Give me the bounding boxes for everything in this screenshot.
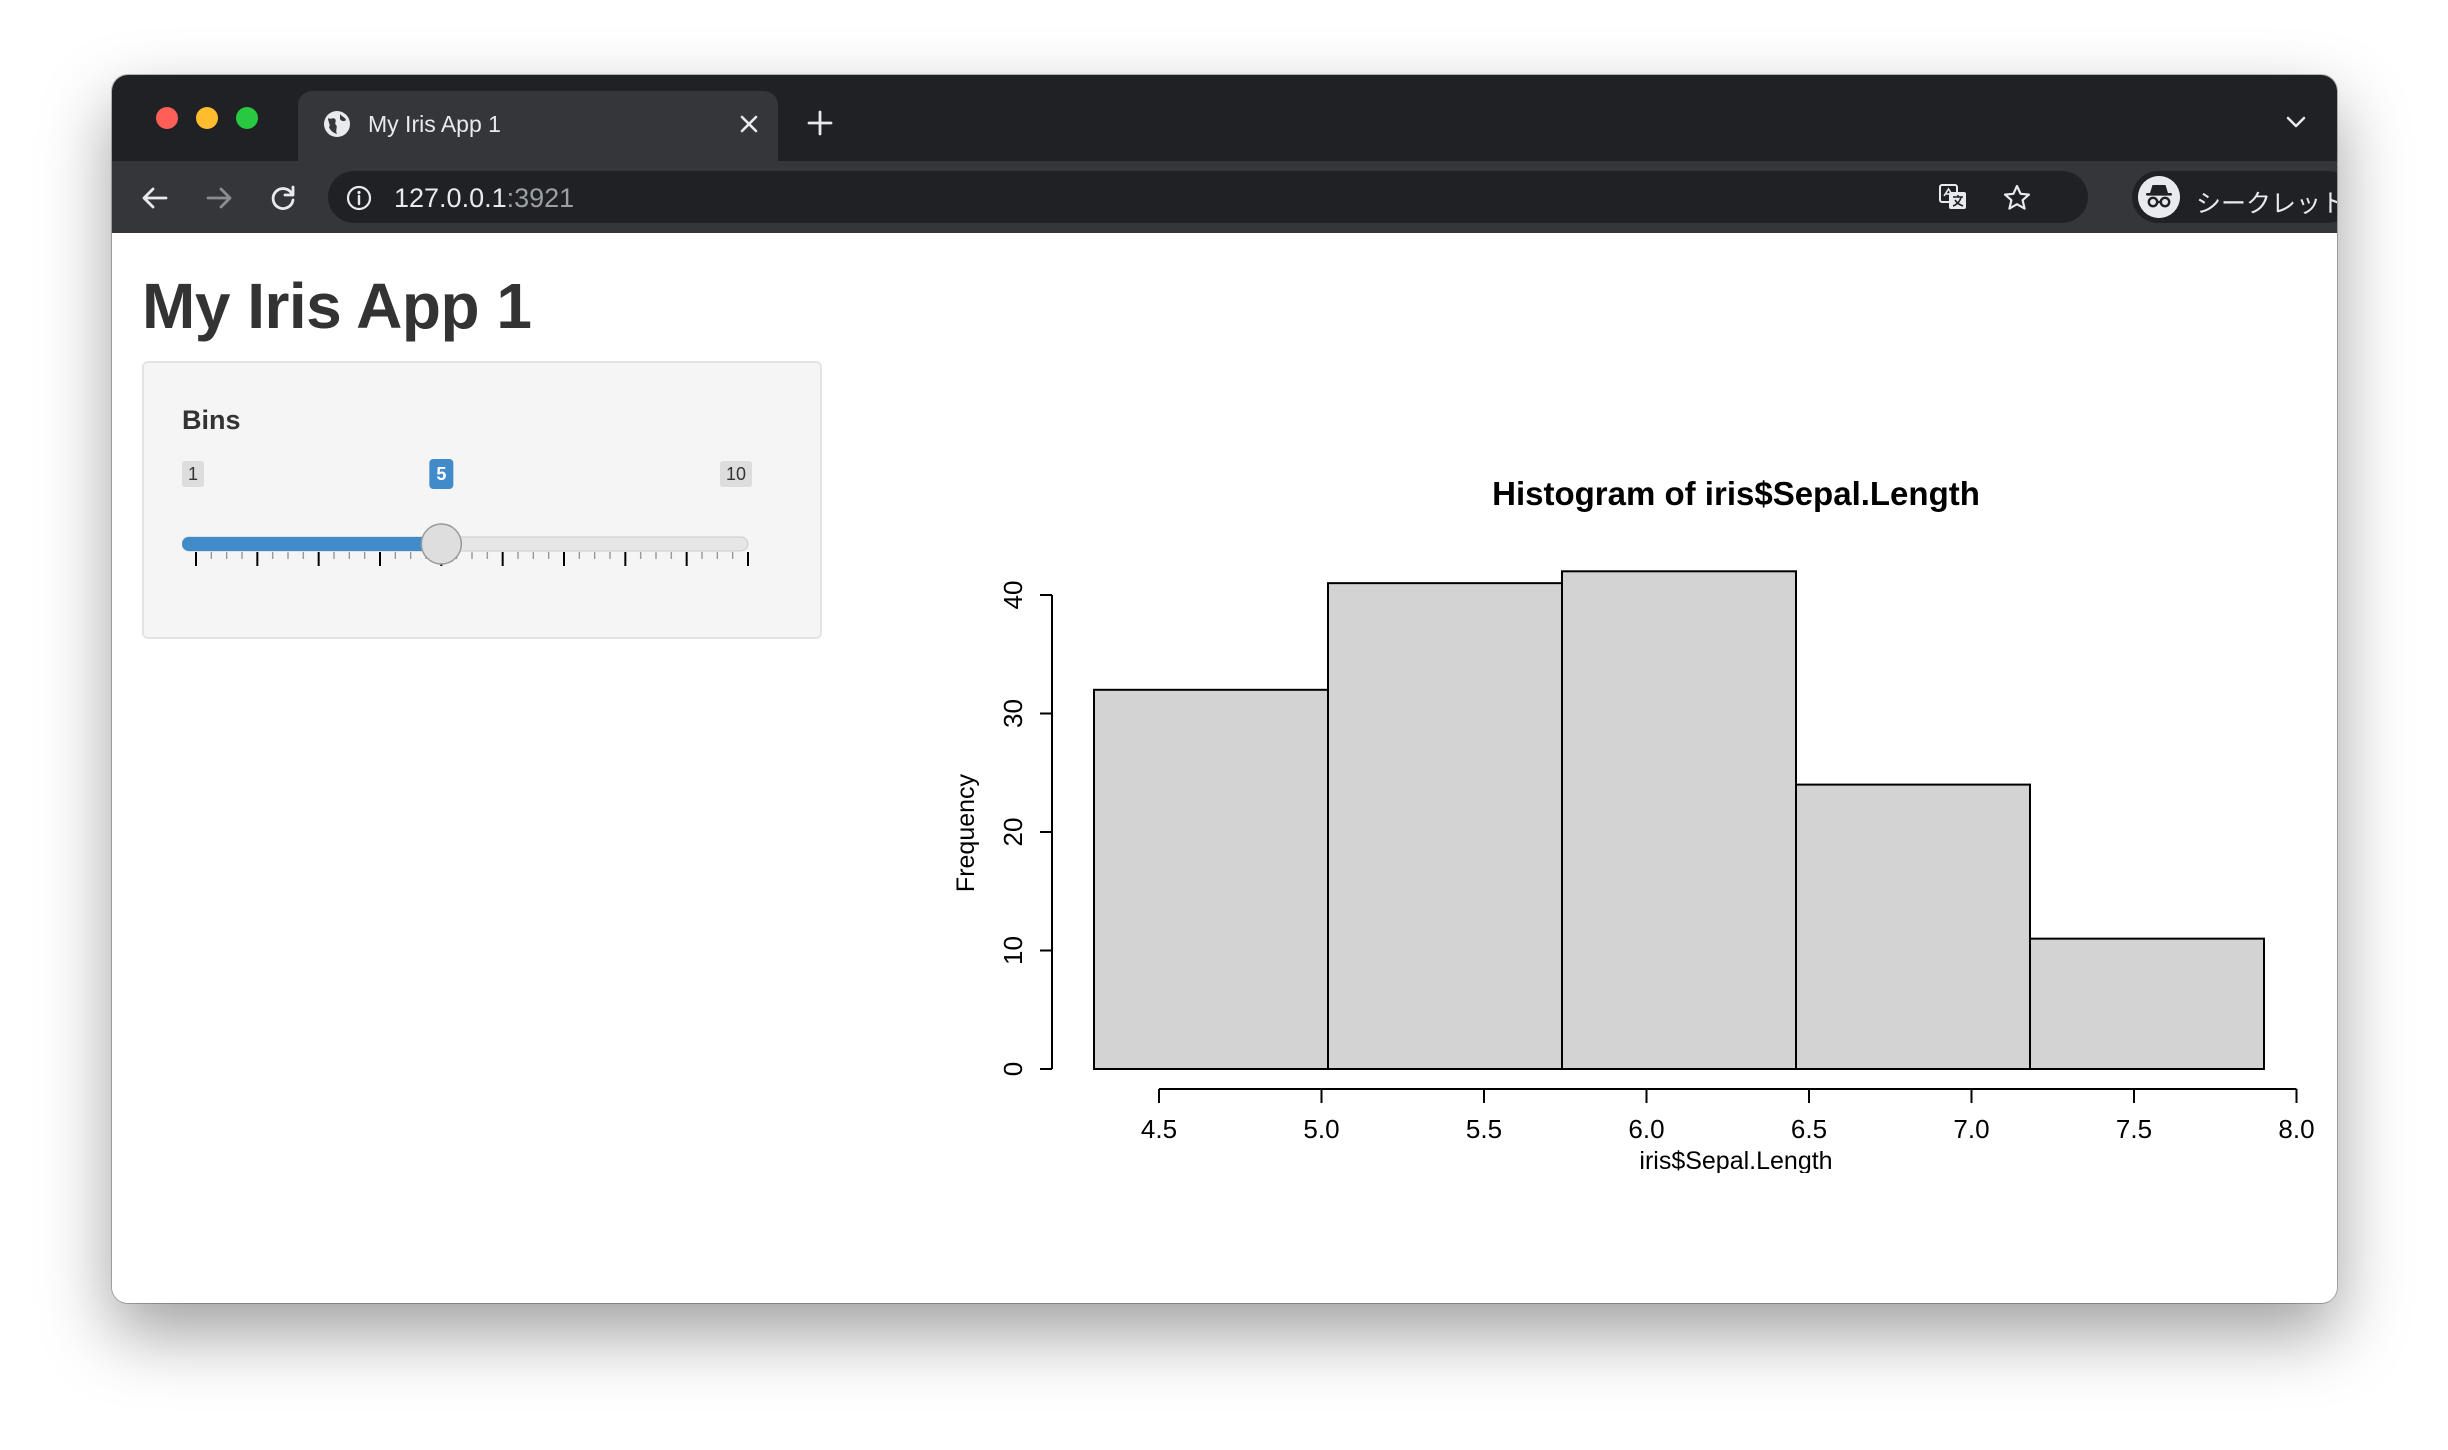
page-content: My Iris App 1 Bins 110123456789105 Histo… xyxy=(112,233,2337,1303)
slider-fill[interactable] xyxy=(182,537,442,551)
slider-min-label: 1 xyxy=(188,464,198,484)
slider-max-badge xyxy=(720,461,752,487)
page-title: My Iris App 1 xyxy=(142,270,532,342)
histogram-bar xyxy=(1327,582,1563,1070)
y-tick-label: 10 xyxy=(998,936,1028,965)
x-tick-label: 7.0 xyxy=(1953,1114,1989,1144)
translate-icon[interactable] xyxy=(1938,183,1968,211)
x-axis-label: iris$Sepal.Length xyxy=(1639,1147,1832,1173)
bins-slider[interactable]: 110123456789105 xyxy=(182,447,784,567)
chart-title: Histogram of iris$Sepal.Length xyxy=(1492,475,1980,512)
bins-label: Bins xyxy=(182,405,241,435)
histogram-bar xyxy=(1093,688,1329,1070)
x-tick-label: 7.5 xyxy=(2116,1114,2152,1144)
url-text[interactable]: 127.0.0.1:3921 xyxy=(394,183,574,214)
incognito-label: シークレット xyxy=(2196,190,2337,218)
x-tick-label: 5.5 xyxy=(1466,1114,1502,1144)
url-host: 127.0.0.1 xyxy=(394,183,507,213)
x-tick-label: 6.5 xyxy=(1791,1114,1827,1144)
minimize-window-button[interactable] xyxy=(196,107,218,129)
address-bar[interactable]: 127.0.0.1:3921 xyxy=(328,171,2088,223)
y-axis-label: Frequency xyxy=(952,773,980,892)
histogram-bar xyxy=(1561,570,1797,1071)
y-tick-label: 20 xyxy=(998,818,1028,847)
x-tick-label: 6.0 xyxy=(1628,1114,1664,1144)
url-port: :3921 xyxy=(506,183,575,213)
y-tick-label: 40 xyxy=(998,581,1028,610)
histogram-bar xyxy=(1795,783,2031,1070)
globe-icon xyxy=(324,111,350,137)
info-icon[interactable] xyxy=(346,185,372,211)
incognito-icon xyxy=(2138,176,2180,218)
histogram-bar xyxy=(2029,937,2265,1070)
maximize-window-button[interactable] xyxy=(236,107,258,129)
slider-value-label: 5 xyxy=(436,464,446,484)
slider-value-badge xyxy=(429,459,454,489)
slider-handle[interactable] xyxy=(420,523,463,565)
chevron-down-icon[interactable] xyxy=(2285,115,2307,129)
close-window-button[interactable] xyxy=(156,107,178,129)
close-icon[interactable] xyxy=(738,113,760,135)
back-icon[interactable] xyxy=(140,183,170,213)
browser-window: My Iris App 1 127. xyxy=(112,75,2337,1303)
tab-strip: My Iris App 1 xyxy=(112,75,2337,161)
x-tick-label: 8.0 xyxy=(2278,1114,2314,1144)
slider-max-label: 10 xyxy=(726,464,746,484)
x-tick-label: 4.5 xyxy=(1141,1114,1177,1144)
browser-toolbar: 127.0.0.1:3921 シークレット xyxy=(112,161,2337,234)
reload-icon[interactable] xyxy=(268,183,298,213)
sidebar-panel: Bins 110123456789105 xyxy=(142,361,822,639)
histogram-chart: Histogram of iris$Sepal.Length 0 10 20 30 40 F… xyxy=(952,433,2337,1175)
slider-min-badge xyxy=(182,461,204,487)
y-tick-label: 0 xyxy=(998,1062,1028,1076)
tab-my-iris-app[interactable]: My Iris App 1 xyxy=(298,91,778,161)
tab-title: My Iris App 1 xyxy=(368,111,501,137)
star-icon[interactable] xyxy=(2002,183,2032,213)
histogram-svg: Histogram of iris$Sepal.Length 0 10 20 30 40 F… xyxy=(952,475,2315,1175)
x-tick-label: 5.0 xyxy=(1303,1114,1339,1144)
plus-icon[interactable] xyxy=(806,109,834,137)
slider-graphic[interactable]: 110123456789105 xyxy=(182,447,784,567)
incognito-indicator[interactable]: シークレット xyxy=(2132,171,2337,223)
forward-icon[interactable] xyxy=(204,183,234,213)
y-tick-label: 30 xyxy=(998,699,1028,728)
